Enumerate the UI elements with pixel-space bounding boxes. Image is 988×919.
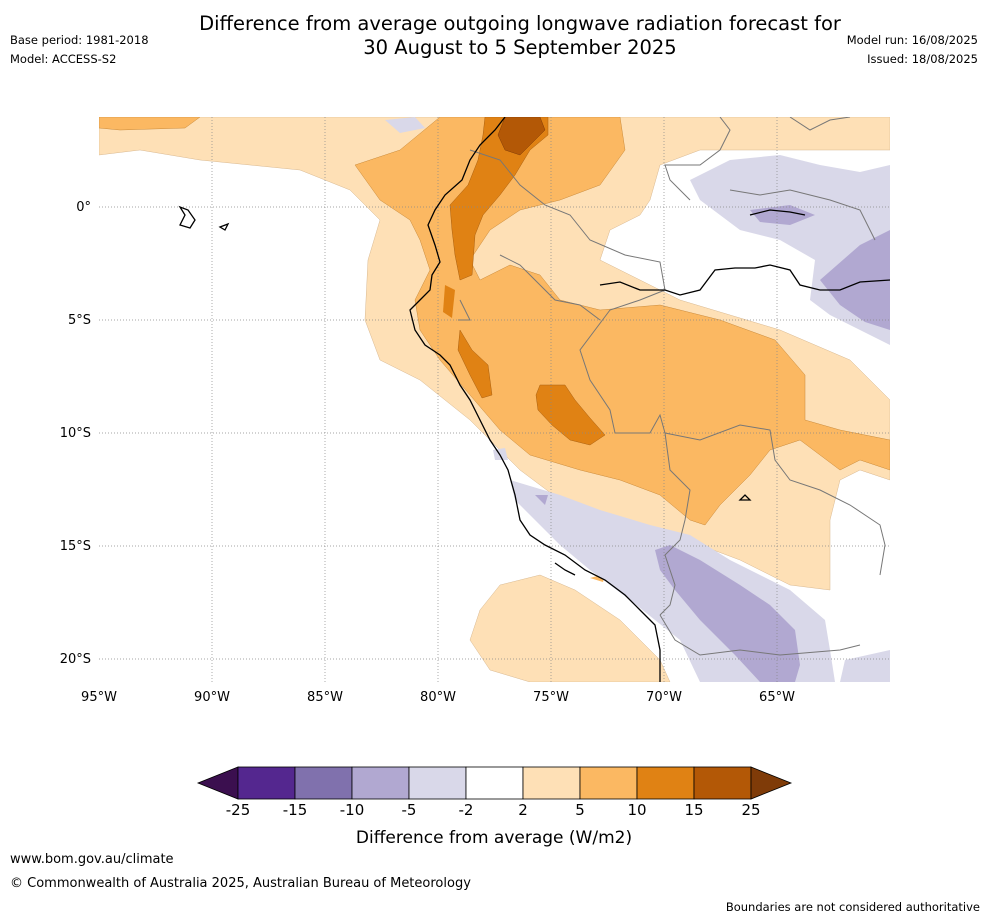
colorbar-tick-label: 15 [684, 801, 703, 819]
colorbar-segment [351, 766, 410, 800]
colorbar-segments [196, 766, 793, 800]
anomaly-region-5-10-topleft [99, 117, 201, 131]
colorbar-segment [294, 766, 353, 800]
colorbar-ticks: -25 -15 -10 -5 -2 2 5 10 15 25 [226, 801, 761, 819]
model-run: Model run: 16/08/2025 [846, 33, 978, 47]
anomaly-region-10-15-north [449, 117, 549, 281]
anomaly-region-10-15-central [535, 384, 606, 446]
colorbar-tick-label: 10 [627, 801, 646, 819]
colorbar-segment [636, 766, 695, 800]
anomaly-region-2-5-south [469, 574, 671, 682]
colorbar-segment [465, 766, 524, 800]
coastline [178, 117, 890, 682]
colorbar-tick-label: -25 [226, 801, 251, 819]
lat-label-15s: 15°S [60, 539, 91, 554]
lon-label-95w: 95°W [81, 690, 117, 705]
anomaly-region-neg-5-10-band [750, 205, 815, 225]
lat-label-5s: 5°S [68, 313, 91, 328]
lon-label-75w: 75°W [533, 690, 569, 705]
colorbar-segment [579, 766, 638, 800]
title-line-2: 30 August to 5 September 2025 [363, 36, 677, 59]
model-name: Model: ACCESS-S2 [10, 52, 117, 66]
chart-title: Difference from average outgoing longwav… [120, 12, 920, 60]
graticule [99, 117, 890, 682]
colorbar-tick-label: 25 [741, 801, 760, 819]
lat-label-0: 0° [76, 200, 91, 215]
anomaly-region-10-15-coastal [457, 329, 493, 399]
colorbar-segment [408, 766, 467, 800]
colorbar-tick-label: 5 [575, 801, 585, 819]
lon-label-70w: 70°W [646, 690, 682, 705]
colorbar-extend-low [196, 766, 239, 800]
base-period: Base period: 1981-2018 [10, 33, 149, 47]
lon-label-80w: 80°W [420, 690, 456, 705]
anomaly-region-neg-5-10-east [820, 230, 890, 330]
title-line-1: Difference from average outgoing longwav… [199, 12, 841, 35]
colorbar-tick-label: -5 [402, 801, 417, 819]
colorbar-tick-label: 2 [518, 801, 528, 819]
anomaly-fields [99, 117, 890, 682]
anomaly-region-15-25 [497, 117, 546, 156]
country-boundaries [458, 117, 886, 656]
copyright-notice: © Commonwealth of Australia 2025, Austra… [10, 876, 471, 891]
latitude-labels: 0° 5°S 10°S 15°S 20°S [60, 200, 91, 667]
anomaly-region-10-15-small [443, 285, 455, 318]
anomaly-region-neg-2-5-top [385, 117, 425, 133]
anomaly-region-neg-5-10-south [655, 545, 800, 682]
colorbar-tick-label: -2 [459, 801, 474, 819]
colorbar-segment [522, 766, 581, 800]
anomaly-region-neg-5-10-speck [535, 495, 548, 505]
boundary-disclaimer: Boundaries are not considered authoritat… [725, 900, 980, 914]
colorbar-segment [693, 766, 752, 800]
anomaly-region-neg-2-5-se [840, 650, 890, 682]
lat-label-10s: 10°S [60, 426, 91, 441]
colorbar-tick-label: -10 [340, 801, 365, 819]
colorbar-label: Difference from average (W/m2) [356, 828, 632, 848]
anomaly-region-5-10 [354, 117, 890, 526]
lat-label-20s: 20°S [60, 652, 91, 667]
colorbar-tick-label: -15 [283, 801, 308, 819]
lon-label-65w: 65°W [759, 690, 795, 705]
olr-anomaly-map: 0° 5°S 10°S 15°S 20°S 95°W 90°W 85°W 80°… [60, 117, 890, 705]
issued-date: Issued: 18/08/2025 [867, 52, 978, 66]
longitude-labels: 95°W 90°W 85°W 80°W 75°W 70°W 65°W [81, 690, 795, 705]
colorbar-extend-high [750, 766, 793, 800]
lon-label-85w: 85°W [307, 690, 343, 705]
colorbar-segment [237, 766, 296, 800]
lon-label-90w: 90°W [194, 690, 230, 705]
website-link[interactable]: www.bom.gov.au/climate [10, 852, 174, 867]
